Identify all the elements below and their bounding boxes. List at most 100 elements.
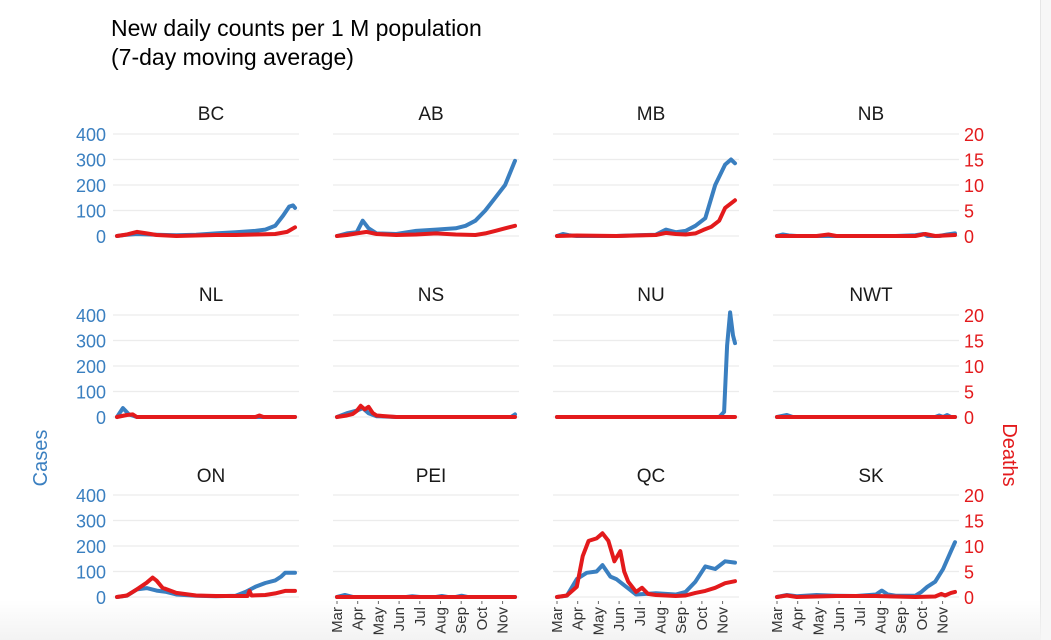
right-tick-label: 10 bbox=[964, 357, 984, 377]
left-tick-label: 100 bbox=[76, 383, 106, 403]
cases-line bbox=[555, 559, 737, 599]
facet-nl: NL 0 100 200 300 400 bbox=[76, 285, 299, 428]
x-tick-label: Sep bbox=[673, 607, 690, 634]
cases-line bbox=[335, 158, 517, 238]
x-tick-label: Apr bbox=[570, 607, 587, 630]
left-tick-label: 200 bbox=[76, 537, 106, 557]
right-tick-label: 20 bbox=[964, 486, 984, 506]
right-tick-label: 20 bbox=[964, 125, 984, 145]
left-tick-label: 400 bbox=[76, 486, 106, 506]
right-tick-label: 15 bbox=[964, 332, 984, 352]
left-tick-label: 0 bbox=[96, 588, 106, 608]
x-tick-label: Mar bbox=[329, 607, 346, 633]
facet-sk: SK 0 5 10 15 20 Mar Apr May Jun Jul Aug Sep Oct Nov bbox=[769, 466, 984, 635]
x-tick-label: Nov bbox=[715, 607, 732, 634]
chart-title-line-1: New daily counts per 1 M population bbox=[111, 15, 482, 41]
x-tick-label: Nov bbox=[935, 607, 952, 634]
facet-title: SK bbox=[858, 466, 884, 487]
x-tick-label: Jun bbox=[611, 607, 628, 631]
deaths-line bbox=[555, 198, 737, 238]
right-axis-title: Deaths bbox=[998, 423, 1020, 486]
page-scrollbar[interactable] bbox=[1040, 0, 1051, 640]
left-tick-label: 400 bbox=[76, 125, 106, 145]
x-tick-label: Oct bbox=[694, 606, 711, 630]
right-tick-label: 5 bbox=[964, 383, 974, 403]
facet-nwt: NWT 0 5 10 15 20 bbox=[773, 285, 984, 428]
facet-nu: NU bbox=[553, 285, 739, 419]
chart-title-line-2: (7-day moving average) bbox=[111, 44, 354, 70]
right-tick-label: 15 bbox=[964, 512, 984, 532]
left-tick-label: 300 bbox=[76, 332, 106, 352]
cases-line bbox=[555, 310, 737, 419]
x-tick-label: May bbox=[590, 607, 607, 636]
x-tick-label: Jul bbox=[632, 607, 649, 626]
x-tick-label: Oct bbox=[914, 606, 931, 630]
left-tick-label: 300 bbox=[76, 151, 106, 171]
cases-line bbox=[555, 157, 737, 238]
x-tick-label: Apr bbox=[350, 607, 367, 630]
x-tick-label: Apr bbox=[790, 607, 807, 630]
left-tick-label: 200 bbox=[76, 357, 106, 377]
facet-title: ON bbox=[197, 466, 226, 487]
left-tick-label: 100 bbox=[76, 202, 106, 222]
x-tick-label: Mar bbox=[549, 607, 566, 633]
x-tick-label: Jun bbox=[831, 607, 848, 631]
right-tick-label: 5 bbox=[964, 202, 974, 222]
x-tick-label: Mar bbox=[769, 607, 786, 633]
x-tick-label: Sep bbox=[453, 607, 470, 634]
left-tick-label: 0 bbox=[96, 408, 106, 428]
deaths-line bbox=[115, 225, 297, 238]
x-tick-label: May bbox=[370, 607, 387, 636]
facet-title: NB bbox=[858, 104, 884, 125]
cases-line bbox=[775, 540, 957, 599]
facet-title: NS bbox=[418, 285, 444, 306]
facet-title: PEI bbox=[416, 466, 447, 487]
right-tick-label: 10 bbox=[964, 176, 984, 196]
facet-title: BC bbox=[198, 104, 224, 125]
left-tick-label: 200 bbox=[76, 176, 106, 196]
deaths-line bbox=[115, 412, 297, 419]
facet-title: MB bbox=[637, 104, 666, 125]
x-tick-label: Jul bbox=[412, 607, 429, 626]
right-tick-label: 5 bbox=[964, 563, 974, 583]
facet-mb: MB bbox=[553, 104, 739, 238]
right-tick-label: 15 bbox=[964, 151, 984, 171]
right-tick-label: 0 bbox=[964, 408, 974, 428]
page-bottom-fade bbox=[0, 600, 1041, 640]
x-tick-label: Aug bbox=[652, 607, 669, 634]
facet-title: NWT bbox=[849, 285, 893, 306]
deaths-line bbox=[775, 589, 957, 599]
facet-bc: BC 0 100 200 300 400 bbox=[76, 104, 299, 247]
left-tick-label: 300 bbox=[76, 512, 106, 532]
left-tick-label: 100 bbox=[76, 563, 106, 583]
left-tick-label: 400 bbox=[76, 306, 106, 326]
left-tick-label: 0 bbox=[96, 227, 106, 247]
left-axis-title: Cases bbox=[30, 430, 52, 487]
x-tick-label: Aug bbox=[432, 607, 449, 634]
facet-title: AB bbox=[418, 104, 443, 125]
x-tick-label: Nov bbox=[495, 607, 512, 634]
facet-ns: NS bbox=[333, 285, 519, 419]
deaths-line bbox=[115, 575, 297, 599]
right-tick-label: 20 bbox=[964, 306, 984, 326]
facet-nb: NB 0 5 10 15 20 bbox=[773, 104, 984, 247]
facet-on: ON 0 100 200 300 400 bbox=[76, 466, 299, 608]
x-tick-label: Sep bbox=[893, 607, 910, 634]
right-tick-label: 0 bbox=[964, 227, 974, 247]
x-tick-label: Jul bbox=[852, 607, 869, 626]
facet-title: NL bbox=[199, 285, 223, 306]
x-tick-label: Jun bbox=[391, 607, 408, 631]
deaths-line bbox=[555, 531, 737, 599]
facet-title: QC bbox=[637, 466, 666, 487]
facet-title: NU bbox=[637, 285, 664, 306]
x-tick-label: Aug bbox=[872, 607, 889, 634]
right-tick-label: 0 bbox=[964, 588, 974, 608]
facet-qc: QC Mar Apr May Jun Jul Aug Sep Oct Nov bbox=[549, 466, 739, 635]
deaths-line bbox=[335, 403, 517, 419]
x-tick-label: May bbox=[810, 607, 827, 636]
facet-pei: PEI Mar Apr May Jun Jul Aug Sep Oct Nov bbox=[329, 466, 519, 635]
facet-ab: AB bbox=[333, 104, 519, 238]
deaths-line bbox=[335, 223, 517, 238]
